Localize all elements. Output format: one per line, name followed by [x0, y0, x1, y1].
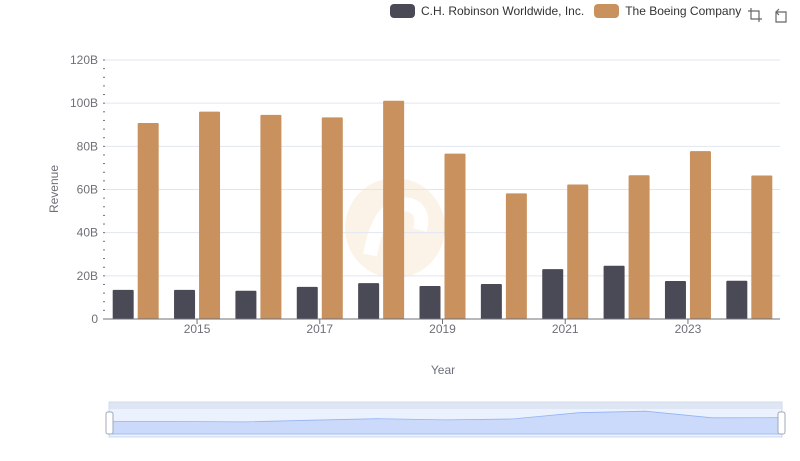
y-axis-label: Revenue — [47, 165, 61, 213]
datazoom-left-handle[interactable] — [105, 411, 114, 435]
x-tick-label: 2023 — [675, 322, 702, 336]
bar-boeing-2018[interactable] — [383, 100, 405, 319]
bar-ch-robinson-2017[interactable] — [296, 286, 318, 319]
bar-ch-robinson-2023[interactable] — [664, 281, 686, 319]
bar-ch-robinson-2021[interactable] — [542, 269, 564, 319]
y-tick-label: 40B — [77, 226, 98, 240]
bar-ch-robinson-2020[interactable] — [480, 284, 502, 319]
bar-boeing-2022[interactable] — [628, 175, 650, 319]
zoom-icon[interactable] — [746, 6, 764, 24]
bar-boeing-2015[interactable] — [199, 111, 221, 319]
bar-boeing-2014[interactable] — [137, 123, 159, 319]
datazoom-selection[interactable] — [109, 409, 782, 437]
bar-ch-robinson-2018[interactable] — [358, 283, 380, 319]
x-tick-labels: 2015 2017 2019 2021 2023 — [184, 319, 702, 336]
datazoom-right-handle[interactable] — [777, 411, 786, 435]
restore-icon[interactable] — [772, 6, 790, 24]
bar-ch-robinson-2024[interactable] — [726, 280, 748, 319]
legend-item-ch-robinson[interactable]: C.H. Robinson Worldwide, Inc. — [390, 4, 584, 18]
legend-item-boeing[interactable]: The Boeing Company — [594, 4, 741, 18]
x-tick-label: 2015 — [184, 322, 211, 336]
bar-ch-robinson-2019[interactable] — [419, 285, 441, 319]
bars — [112, 100, 773, 320]
legend-swatch-ch-robinson — [390, 4, 415, 18]
y-tick-labels: 0 20B 40B 60B 80B 100B 120B — [70, 53, 98, 326]
datazoom-slider[interactable] — [105, 401, 786, 438]
y-tick-label: 60B — [77, 183, 98, 197]
y-tick-label: 20B — [77, 269, 98, 283]
x-tick-label: 2021 — [552, 322, 579, 336]
legend-swatch-boeing — [594, 4, 620, 18]
bar-boeing-2023[interactable] — [689, 151, 711, 319]
bar-ch-robinson-2022[interactable] — [603, 265, 625, 319]
legend-label-boeing: The Boeing Company — [625, 4, 742, 18]
bar-boeing-2016[interactable] — [260, 114, 282, 320]
bar-boeing-2017[interactable] — [321, 117, 343, 319]
y-tick-label: 120B — [70, 53, 98, 67]
legend-label-ch-robinson: C.H. Robinson Worldwide, Inc. — [421, 4, 585, 18]
bar-boeing-2024[interactable] — [751, 175, 773, 319]
bar-ch-robinson-2016[interactable] — [235, 290, 257, 319]
bar-ch-robinson-2014[interactable] — [112, 289, 134, 319]
x-axis-label: Year — [431, 363, 455, 377]
bar-boeing-2020[interactable] — [505, 193, 527, 319]
toolbox — [746, 6, 790, 24]
y-tick-label: 100B — [70, 96, 98, 110]
x-tick-label: 2017 — [306, 322, 333, 336]
x-tick-label: 2019 — [429, 322, 456, 336]
datazoom-preview-area — [111, 410, 780, 435]
bar-boeing-2019[interactable] — [444, 153, 466, 319]
datazoom-top-bar[interactable] — [109, 402, 782, 409]
y-minor-ticks — [103, 59, 105, 320]
y-tick-label: 0 — [91, 312, 98, 326]
bar-boeing-2021[interactable] — [567, 184, 589, 319]
y-tick-label: 80B — [77, 139, 98, 153]
legend: C.H. Robinson Worldwide, Inc. The Boeing… — [390, 4, 741, 18]
bar-ch-robinson-2015[interactable] — [174, 289, 196, 319]
